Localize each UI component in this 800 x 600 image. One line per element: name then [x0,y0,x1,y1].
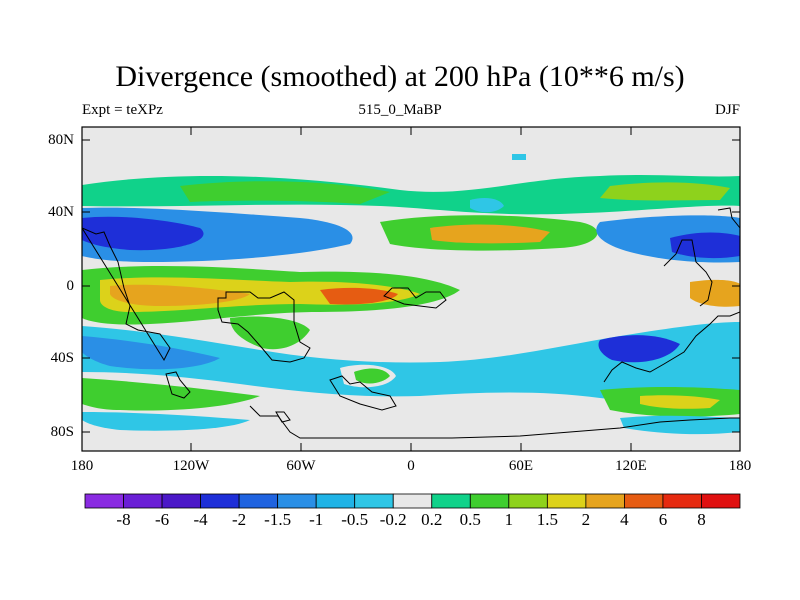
colorbar-box [238,493,279,509]
colorbar-label: -6 [154,510,170,529]
colorbar-box [701,493,741,509]
colorbar-box [84,493,124,509]
colorbar-label: 4 [620,510,629,529]
run-label: 515_0_MaBP [358,102,442,118]
colorbar-box [508,493,548,509]
colorbar-label: 2 [581,510,591,529]
contour-pos-equator-max [320,287,398,305]
contour-pos-equator-core [110,284,250,306]
experiment-label: Expt = teXPz [82,102,163,118]
coastline-south-pacific-island [165,371,191,399]
colorbar-label: 6 [658,510,668,529]
colorbar-label: 0.5 [459,510,481,529]
divergence-field [82,154,740,435]
contour-neg-south-belt [82,322,740,401]
coastline-se-asia [663,239,713,307]
colorbar-label: -1.5 [264,510,292,529]
colorbar-box [123,493,163,509]
contour-north-pos [600,182,730,201]
contour-neg-70s [82,412,250,431]
colorbar-box [662,493,702,509]
contour-neg-40n-strong [82,216,204,251]
colorbar-box [585,493,625,509]
coastlines [82,207,740,439]
colorbar-label: -0.5 [341,510,369,529]
coastline-new-zealand [275,411,291,423]
contour-arctic-spot [512,154,526,160]
lat-tick-80s: 80S [50,424,74,440]
contour-pos-west-pacific [690,279,740,307]
colorbar-box [469,493,510,509]
coastline-antarctic-peninsula [329,375,397,411]
map-ticks [82,127,740,451]
colorbar-box [277,493,317,509]
colorbar-label: 0.2 [421,510,443,529]
season-label: DJF [714,102,740,118]
colorbar-box [200,493,240,509]
lon-tick-180e: 180 [728,458,752,474]
coastline-south-america [217,291,311,363]
contour-neg-south-mid [82,336,220,370]
lon-tick-120w: 120W [172,458,210,474]
lon-tick-180w: 180 [70,458,94,474]
colorbar-box [392,493,433,509]
lon-tick-120e: 120E [615,458,647,474]
colorbar-box [624,493,664,509]
lat-tick-40n: 40N [48,204,74,220]
colorbar-label: -4 [193,510,208,529]
contour-spot-pacific [470,198,504,213]
colorbar-label: 1 [504,510,514,529]
contour-pos-55s-core [640,395,720,409]
coastline-antarctic-margin [249,405,740,439]
colorbar-box [161,493,201,509]
contour-pos-55s [82,378,260,411]
lon-tick-60w: 60W [286,458,316,474]
contour-neg-70s-east [620,415,740,435]
coastline-east-asia [717,207,740,229]
lat-tick-80n: 80N [48,132,74,148]
contour-neg-south-strong [598,335,680,363]
contour-pos-south-atlantic [354,368,390,384]
colorbar-box [315,493,356,509]
colorbar-box [354,493,394,509]
colorbar-label: -8 [116,510,131,529]
coastline-australia [603,311,740,383]
coastline-north-america [82,227,171,362]
lat-tick-0: 0 [66,278,75,294]
contour-neg-east-core [670,232,740,259]
contour-pos-30n-core [430,224,550,244]
lat-tick-40s: 40S [50,350,74,366]
colorbar-label: -0.2 [379,510,407,529]
colorbar-label: 8 [697,510,706,529]
contour-north-band-light [180,181,390,204]
colorbar-box [546,493,587,509]
colorbar [84,493,741,509]
colorbar-label: -2 [232,510,247,529]
colorbar-label: 1.5 [536,510,558,529]
map-title: Divergence (smoothed) at 200 hPa (10**6 … [115,60,685,93]
contour-pos-sa [230,316,310,350]
colorbar-box [431,493,471,509]
colorbar-label: -1 [309,510,324,529]
coastline-africa [383,287,447,309]
lon-tick-0: 0 [407,458,415,474]
lon-tick-60e: 60E [508,458,534,474]
